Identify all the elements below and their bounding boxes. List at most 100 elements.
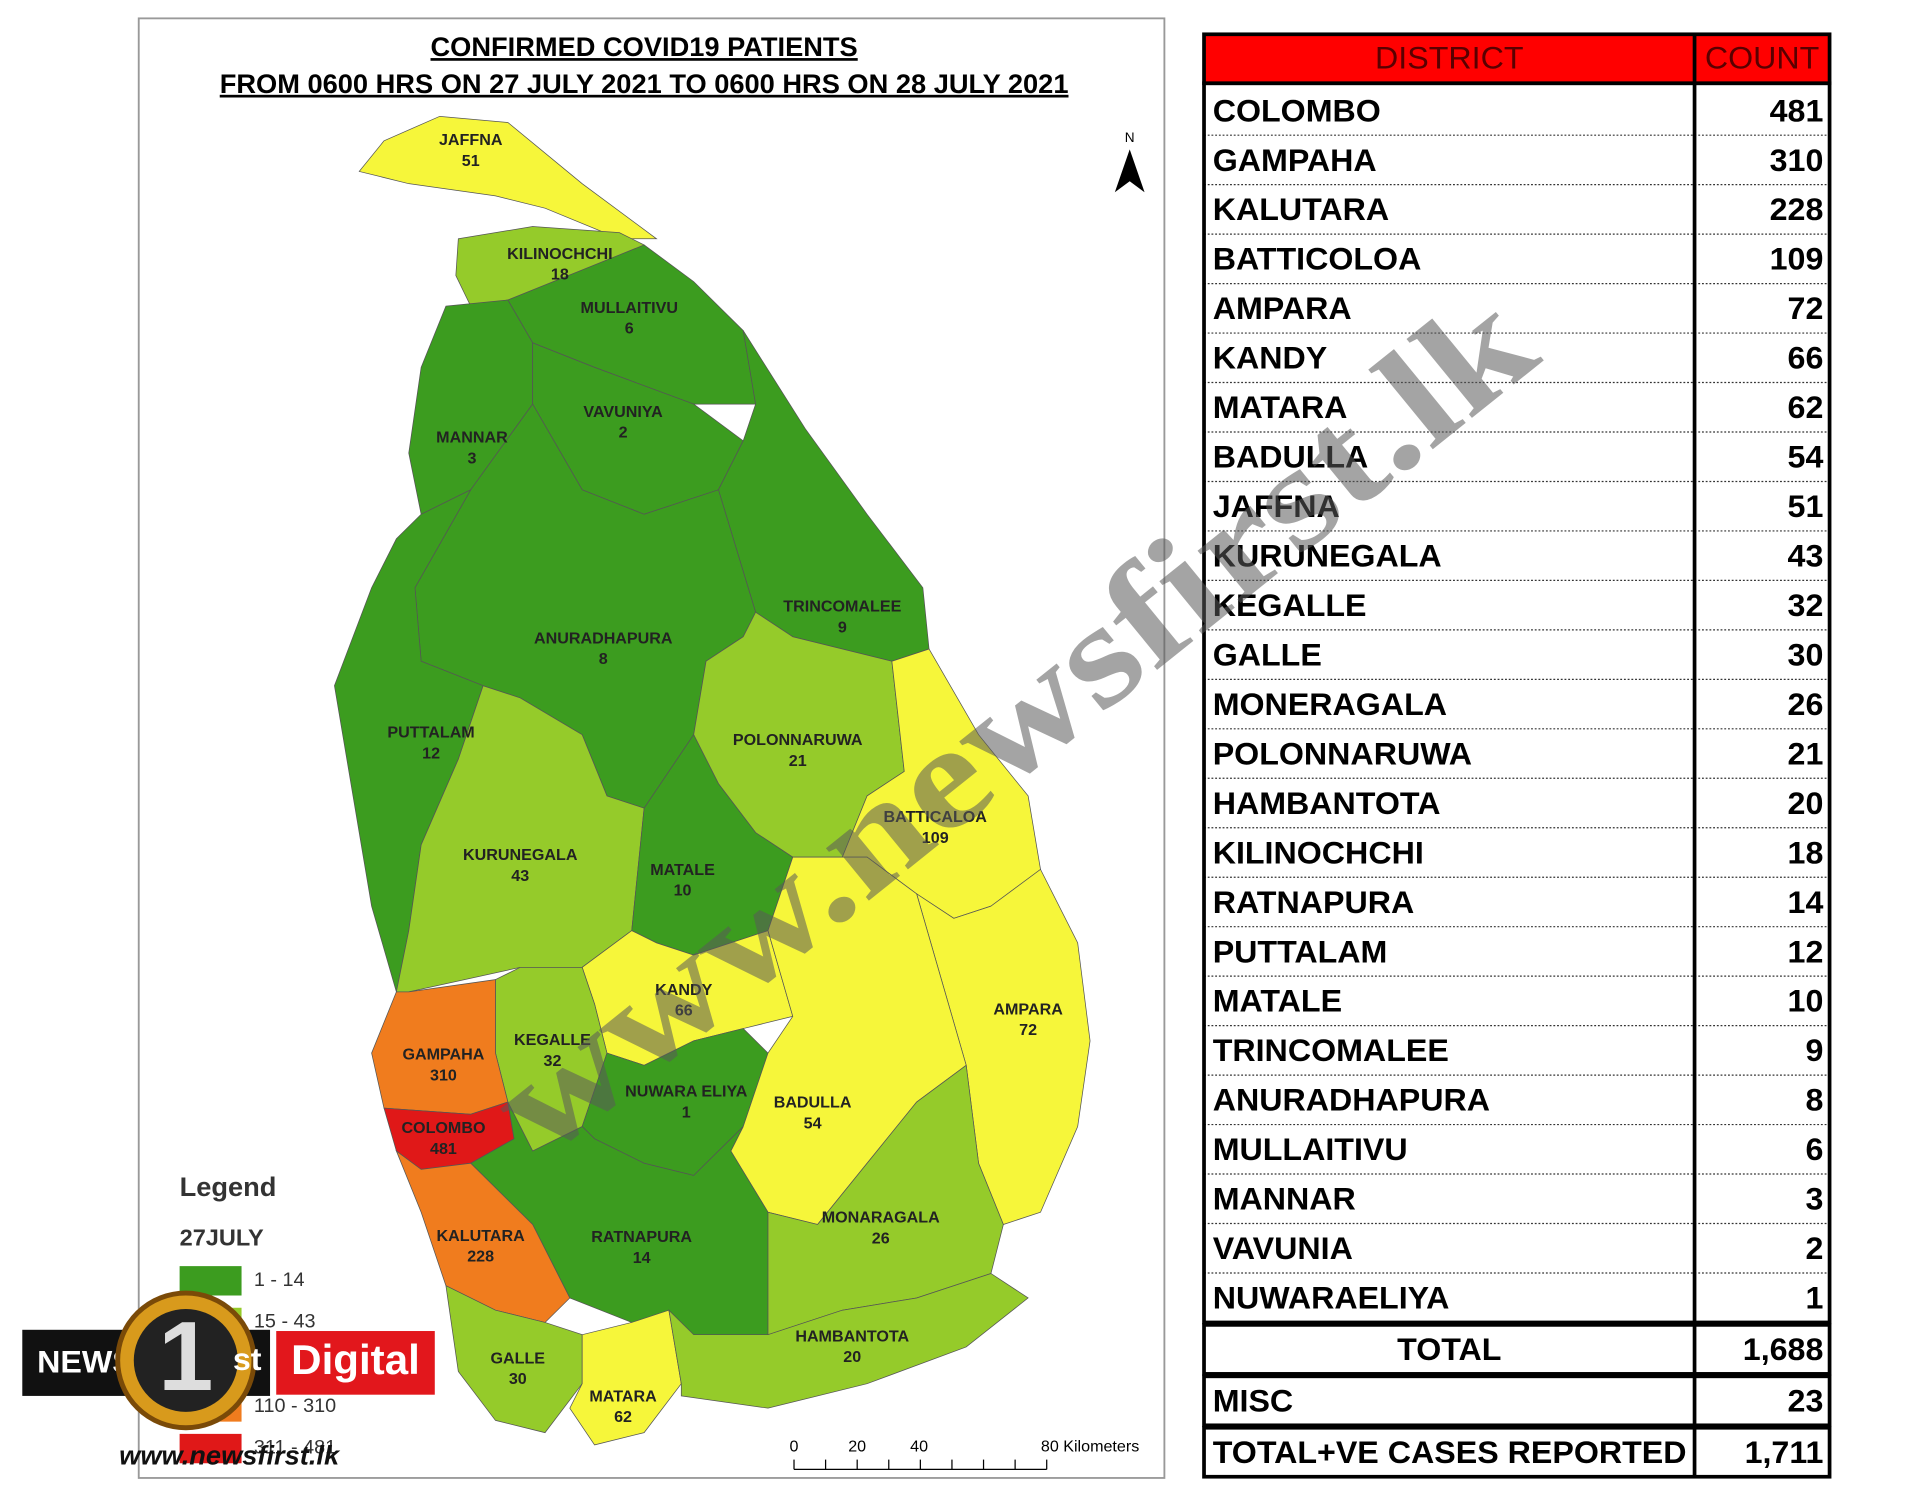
legend-swatch [179, 1433, 242, 1464]
logo-st: st [233, 1341, 262, 1377]
legend-label: 1 - 14 [254, 1269, 305, 1291]
district-cell: KILINOCHCHI [1213, 835, 1424, 871]
summary-label: TOTAL+VE CASES REPORTED [1213, 1434, 1687, 1470]
district-cell: GAMPAHA [1213, 142, 1377, 178]
district-cell: KALUTARA [1213, 191, 1389, 227]
count-cell: 10 [1788, 983, 1824, 1019]
district-name: RATNAPURA [591, 1229, 692, 1246]
count-cell: 9 [1805, 1032, 1823, 1068]
district-name: BATTICALOA [884, 809, 988, 826]
district-count: 8 [599, 651, 608, 668]
district-count: 12 [422, 746, 440, 763]
district-count: 51 [462, 153, 480, 170]
district-cell: HAMBANTOTA [1213, 785, 1441, 821]
legend-title: Legend [180, 1171, 277, 1202]
district-cell: MULLAITIVU [1213, 1131, 1408, 1167]
district-count: 109 [922, 830, 949, 847]
district-count: 2 [619, 425, 628, 442]
district-name: GAMPAHA [402, 1047, 484, 1064]
district-count: 9 [838, 619, 847, 636]
count-cell: 14 [1788, 884, 1824, 920]
count-cell: 12 [1788, 933, 1824, 969]
summary-value: 1,711 [1745, 1434, 1824, 1470]
count-cell: 481 [1770, 92, 1824, 128]
district-cell: BATTICOLOA [1213, 241, 1422, 277]
count-cell: 30 [1788, 637, 1824, 673]
count-cell: 109 [1770, 241, 1824, 277]
district-cell: RATNAPURA [1213, 884, 1415, 920]
summary-row [1202, 1425, 1832, 1479]
logo-url: www.newsfirst.lk [119, 1439, 341, 1470]
district-name: BADULLA [774, 1095, 852, 1112]
scale-unit: 80 Kilometers [1041, 1439, 1139, 1456]
district-cell: JAFFNA [1213, 488, 1340, 524]
district-area [569, 1309, 682, 1446]
north-label: N [1125, 130, 1135, 145]
logo-one: 1 [158, 1301, 213, 1410]
count-cell: 8 [1805, 1082, 1823, 1118]
district-cell: MANNAR [1213, 1181, 1356, 1217]
scale-label: 20 [848, 1439, 866, 1456]
district-cell: MONERAGALA [1213, 686, 1447, 722]
district-name: MANNAR [436, 430, 508, 447]
count-cell: 1 [1805, 1280, 1823, 1316]
map-title: FROM 0600 HRS ON 27 JULY 2021 TO 0600 HR… [220, 68, 1069, 99]
count-cell: 51 [1788, 488, 1824, 524]
count-cell: 3 [1805, 1181, 1823, 1217]
district-count: 310 [430, 1068, 457, 1085]
district-area [395, 1149, 571, 1323]
district-cell: BADULLA [1213, 439, 1369, 475]
district-name: NUWARA ELIYA [625, 1084, 748, 1101]
summary-value: 23 [1788, 1383, 1824, 1419]
district-count: 32 [544, 1053, 562, 1070]
map-title: CONFIRMED COVID19 PATIENTS [431, 31, 858, 62]
district-name: MATALE [650, 862, 715, 879]
count-cell: 18 [1788, 835, 1824, 871]
district-count: 14 [633, 1250, 651, 1267]
district-name: KILINOCHCHI [507, 246, 612, 263]
count-cell: 21 [1788, 736, 1824, 772]
count-cell: 2 [1805, 1230, 1823, 1266]
district-name: ANURADHAPURA [534, 630, 673, 647]
district-name: MULLAITIVU [581, 300, 678, 317]
header-cell: DISTRICT [1375, 40, 1523, 76]
count-cell: 310 [1770, 142, 1824, 178]
map: JAFFNA51KILINOCHCHI18MULLAITIVU6MANNAR3V… [179, 115, 1139, 1470]
legend-label: 311 - 481 [254, 1437, 336, 1459]
district-name: KANDY [655, 982, 713, 999]
district-cell: MATALE [1213, 983, 1342, 1019]
summary-value: 1,688 [1743, 1331, 1824, 1367]
district-name: PUTTALAM [387, 725, 474, 742]
district-name: VAVUNIYA [583, 404, 663, 421]
scale-label: 40 [910, 1439, 928, 1456]
district-count: 18 [551, 267, 569, 284]
count-cell: 32 [1788, 587, 1824, 623]
legend-label: 110 - 310 [254, 1395, 336, 1417]
district-cell: VAVUNIA [1213, 1230, 1353, 1266]
logo-digital: Digital [291, 1336, 420, 1383]
district-name: AMPARA [993, 1001, 1063, 1018]
district-cell: TRINCOMALEE [1213, 1032, 1449, 1068]
district-cell: COLOMBO [1213, 92, 1381, 128]
district-cell: GALLE [1213, 637, 1322, 673]
summary-label: TOTAL [1397, 1331, 1501, 1367]
district-name: MATARA [589, 1388, 657, 1405]
district-cell: KEGALLE [1213, 587, 1367, 623]
summary-label: MISC [1213, 1383, 1294, 1419]
count-cell: 26 [1788, 686, 1824, 722]
scale-label: 0 [790, 1439, 799, 1456]
count-cell: 20 [1788, 785, 1824, 821]
district-count: 72 [1019, 1022, 1037, 1039]
legend-swatch [179, 1266, 242, 1296]
district-count: 26 [872, 1230, 890, 1247]
district-name: HAMBANTOTA [795, 1328, 909, 1345]
district-cell: KANDY [1213, 340, 1327, 376]
district-count: 43 [511, 868, 529, 885]
district-cell: PUTTALAM [1213, 933, 1388, 969]
district-cell: ANURADHAPURA [1213, 1082, 1490, 1118]
district-cell: POLONNARUWA [1213, 736, 1472, 772]
north-arrow [1114, 149, 1145, 193]
